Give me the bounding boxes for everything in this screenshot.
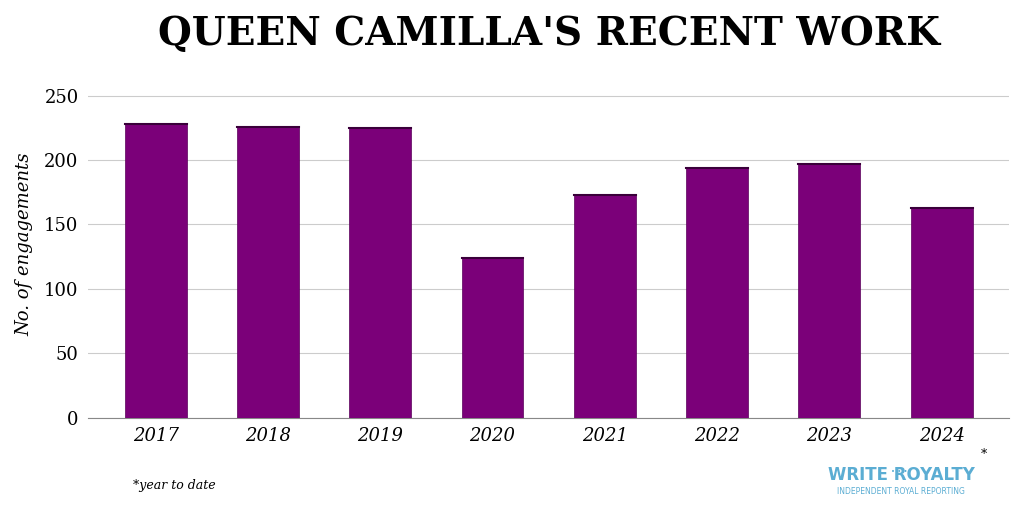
Bar (799, 164, 860, 418)
Bar (573, 195, 636, 418)
Bar (349, 128, 411, 418)
Title: QUEEN CAMILLA'S RECENT WORK: QUEEN CAMILLA'S RECENT WORK (158, 15, 940, 53)
Text: INDEPENDENT ROYAL REPORTING: INDEPENDENT ROYAL REPORTING (838, 486, 965, 496)
Text: *year to date: *year to date (133, 479, 216, 492)
Bar (462, 258, 523, 418)
Bar (238, 126, 299, 418)
Bar (686, 168, 748, 418)
Bar (125, 124, 186, 418)
Text: *: * (981, 448, 987, 461)
Y-axis label: No. of engagements: No. of engagements (15, 152, 33, 335)
Bar (910, 208, 973, 418)
Text: WRITE ROYALTY: WRITE ROYALTY (827, 466, 975, 484)
Text: • • •: • • • (891, 469, 907, 475)
